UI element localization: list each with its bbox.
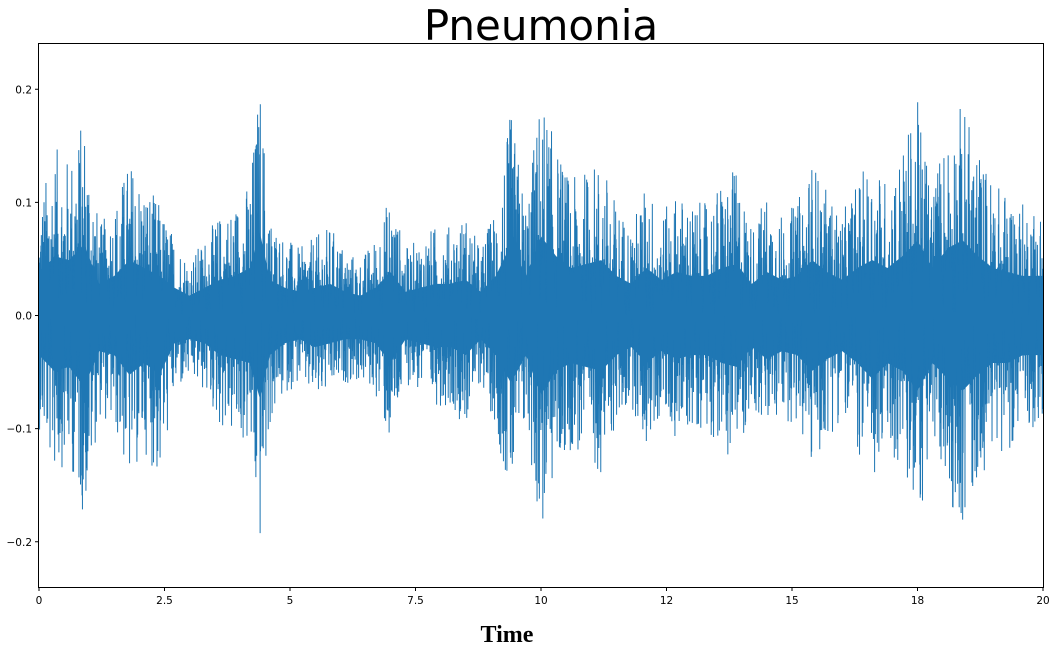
y-axis: 0.2 0.1 0.0 −0.1 −0.2 xyxy=(7,84,39,549)
x-tick-label: 0 xyxy=(36,595,43,607)
x-tick-label: 12 xyxy=(660,595,673,607)
waveform-line xyxy=(39,102,1043,534)
x-tick-label: 20 xyxy=(1036,595,1049,607)
y-tick-label: −0.1 xyxy=(7,424,33,436)
y-tick-label: 0.1 xyxy=(15,197,32,209)
x-tick-label: 18 xyxy=(911,595,924,607)
waveform-series xyxy=(39,102,1043,534)
y-tick-label: 0.2 xyxy=(15,84,32,96)
chart-title: Pneumonia xyxy=(424,1,658,50)
x-tick-label: 7.5 xyxy=(407,595,424,607)
x-tick-label: 5 xyxy=(287,595,294,607)
y-tick-label: 0.0 xyxy=(15,311,32,323)
y-tick-label: −0.2 xyxy=(7,537,33,549)
x-tick-label: 10 xyxy=(534,595,547,607)
x-tick-label: 15 xyxy=(785,595,798,607)
x-tick-label: 2.5 xyxy=(156,595,173,607)
x-axis: 0 2.5 5 7.5 10 12 15 18 20 xyxy=(36,587,1050,607)
x-axis-label: Time xyxy=(481,622,534,647)
